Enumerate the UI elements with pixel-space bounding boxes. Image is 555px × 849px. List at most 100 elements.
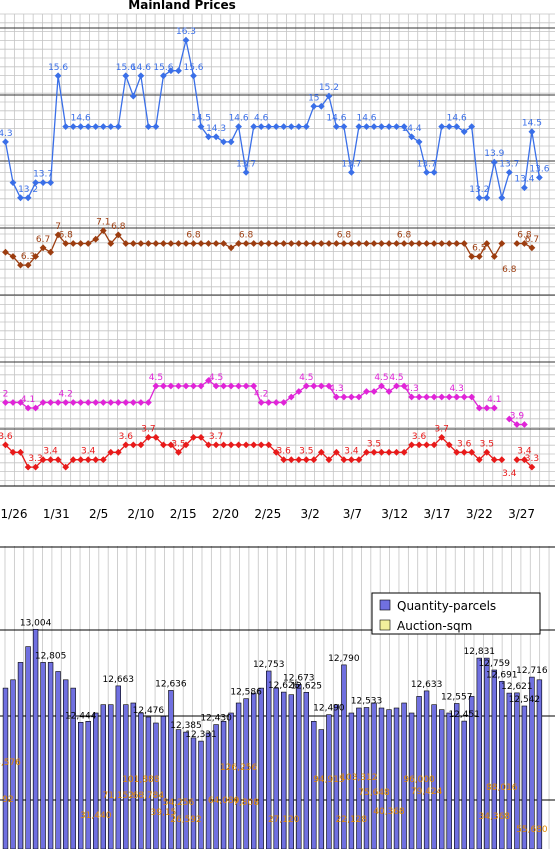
series-point <box>62 463 70 471</box>
quantity-bar <box>348 712 355 849</box>
series-point <box>145 123 152 130</box>
series-point <box>400 123 408 130</box>
data-label: 14.6 <box>356 114 376 124</box>
series-point <box>250 441 258 449</box>
series-point <box>99 399 107 406</box>
data-label: 4.3 <box>404 384 418 394</box>
series-point <box>129 240 137 247</box>
data-label: 13.2 <box>18 185 38 195</box>
series-point <box>408 133 415 141</box>
series-point <box>363 123 370 130</box>
data-label: 14.6 <box>71 114 91 124</box>
auction-value-label: 40,368 <box>373 807 405 817</box>
series-point <box>152 382 160 390</box>
data-label: 3.5 <box>299 447 313 457</box>
series-point <box>325 92 333 100</box>
series-point <box>317 448 325 456</box>
data-label: 13.4 <box>514 175 534 185</box>
series-point <box>160 72 167 80</box>
series-point <box>513 240 521 247</box>
volume-bars <box>2 628 543 849</box>
series-point <box>363 388 370 395</box>
data-label: 14.5 <box>191 114 211 124</box>
series-point <box>212 382 220 390</box>
quantity-bar <box>356 707 362 849</box>
quantity-bar <box>393 707 400 849</box>
data-label: 3.6 <box>119 432 134 442</box>
series-point <box>24 463 32 471</box>
series-point <box>114 448 122 456</box>
series-point <box>182 382 190 390</box>
series-point <box>415 393 423 401</box>
series-point <box>445 393 453 401</box>
auction-value-label: 75,648 <box>358 788 390 798</box>
series-point <box>295 388 303 395</box>
quantity-bar <box>386 709 392 849</box>
quantity-bar <box>333 704 340 849</box>
series-point <box>129 399 137 406</box>
series-point <box>265 399 273 406</box>
bar-value-label: 12,716 <box>516 666 548 676</box>
series-point <box>272 399 280 406</box>
date-axis: 1/26 1/31 2/5 2/10 2/15 2/20 2/25 3/2 3/7 3/12 3/1… <box>1 507 536 521</box>
series-point <box>265 123 273 130</box>
series-point <box>129 92 137 100</box>
series-point <box>205 133 212 141</box>
data-label: 15.6 <box>153 63 173 73</box>
series-point <box>235 441 242 449</box>
series-point <box>145 434 152 441</box>
series-point <box>137 441 145 449</box>
series-point <box>17 399 24 406</box>
quantity-bar <box>93 712 99 849</box>
bar-value-label: 12,533 <box>351 697 383 707</box>
series-point <box>355 393 363 401</box>
data-label: 3.7 <box>209 432 223 442</box>
legend-label-quantity: Quantity-parcels <box>397 599 496 613</box>
auction-value-label: 79,424 <box>411 787 443 797</box>
series-point <box>453 393 461 401</box>
bar-value-label: 12,621 <box>501 682 533 692</box>
data-label: 13.7 <box>341 159 361 169</box>
series-point <box>107 123 115 130</box>
series-point <box>9 399 17 406</box>
quantity-bar <box>371 702 377 849</box>
series-point <box>9 179 17 186</box>
chart-title: Mainland Prices <box>128 0 235 12</box>
series-point <box>197 240 205 247</box>
quantity-bar <box>326 714 332 849</box>
series-point <box>295 123 303 130</box>
quantity-bar <box>138 712 144 849</box>
auction-value-label: 64,080 <box>208 796 240 806</box>
price-grid <box>0 13 555 487</box>
series-point <box>385 123 393 130</box>
series-point <box>325 382 333 390</box>
data-label: 15.6 <box>116 63 136 73</box>
series-point <box>287 240 295 247</box>
auction-value-label: 55,680 <box>516 825 548 835</box>
data-label: 7 <box>55 222 61 232</box>
quantity-bar <box>446 712 452 849</box>
series-point <box>521 421 528 428</box>
series-point <box>212 240 220 247</box>
quantity-bar <box>514 692 520 849</box>
bar-value-label: 12,625 <box>291 681 323 691</box>
bar-value-label: 12,633 <box>411 680 443 690</box>
quantity-bar <box>175 729 182 849</box>
quantity-bar <box>205 732 212 849</box>
series-point <box>197 434 205 441</box>
series-point <box>54 399 62 406</box>
data-label: 2 <box>3 390 9 400</box>
series-point <box>190 72 197 80</box>
series-point <box>152 123 160 130</box>
series-point <box>62 123 70 130</box>
series-point <box>445 240 453 247</box>
quantity-bar <box>25 646 31 849</box>
series-point <box>460 240 468 247</box>
data-label: 6.8 <box>337 231 352 241</box>
series-point <box>385 240 393 247</box>
series-point <box>235 123 242 130</box>
data-label: 15.2 <box>319 83 339 93</box>
data-label: 6.8 <box>59 231 74 241</box>
